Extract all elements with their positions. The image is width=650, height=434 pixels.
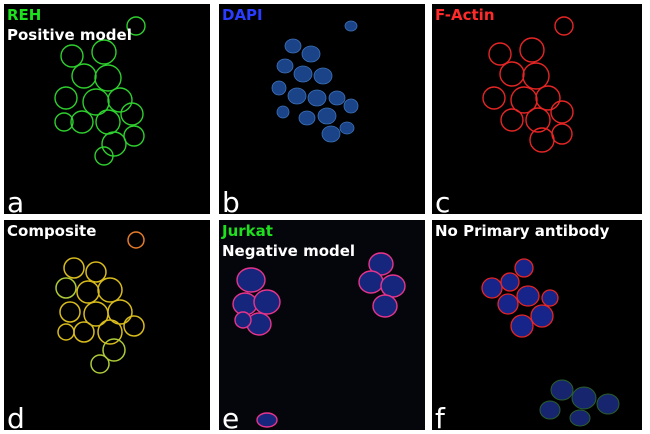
panel-e-letter: e (222, 402, 240, 431)
panel-c-image (482, 16, 574, 153)
panel-c: F-Actin c (432, 4, 642, 214)
panel-c-letter: c (435, 186, 451, 215)
panel-b: DAPI b (219, 4, 425, 214)
panel-d-image (55, 231, 145, 374)
panel-e: Jurkat Negative model e (219, 220, 425, 430)
panel-f-letter: f (435, 402, 445, 431)
panel-f-title: No Primary antibody (435, 222, 610, 240)
panel-e-subtitle: Negative model (222, 242, 356, 260)
panel-f-image (481, 258, 620, 427)
panel-a: REH Positive model a (4, 4, 210, 214)
panel-a-subtitle: Positive model (7, 26, 132, 44)
panel-f: No Primary antibody f (432, 220, 642, 430)
panel-b-title: DAPI (222, 6, 263, 24)
panel-a-letter: a (7, 186, 25, 215)
panel-d: Composite d (4, 220, 210, 430)
panel-a-title: REH (7, 6, 42, 24)
panel-d-letter: d (7, 402, 25, 431)
panel-a-image (54, 16, 146, 166)
panel-d-title: Composite (7, 222, 97, 240)
panel-b-letter: b (222, 186, 240, 215)
panel-b-image (271, 20, 359, 143)
panel-e-image (232, 252, 406, 428)
panel-c-title: F-Actin (435, 6, 495, 24)
panel-e-title: Jurkat (222, 222, 273, 240)
